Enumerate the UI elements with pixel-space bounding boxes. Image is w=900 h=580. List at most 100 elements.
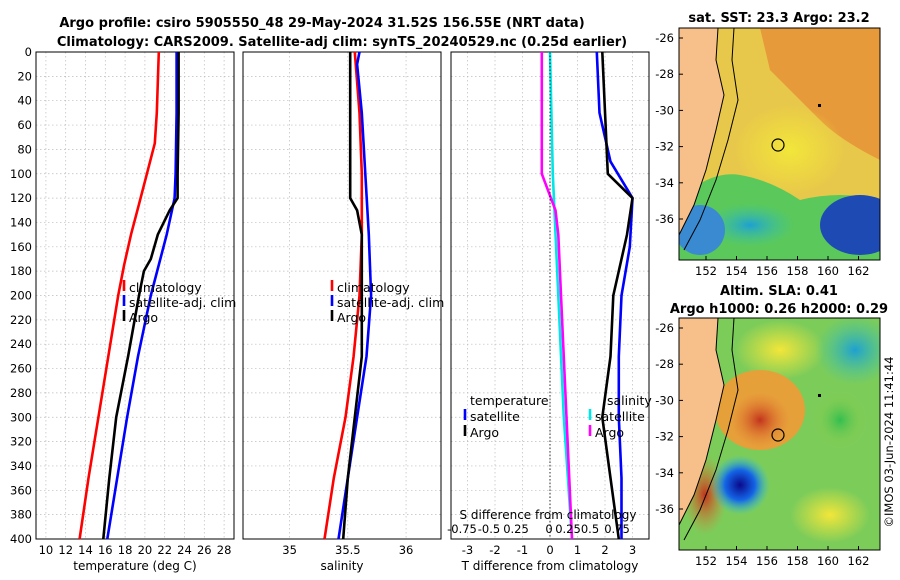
sst-map-title: sat. SST: 23.3 Argo: 23.2 (688, 11, 869, 26)
difference-stick-label: 0.5 (581, 522, 599, 536)
temperature-xtick-label: 20 (138, 543, 153, 557)
temperature-ytick-label: 40 (17, 94, 32, 108)
difference-xtick-label: 0 (546, 543, 553, 557)
difference-series-3 (540, 52, 574, 540)
temperature-xlabel: temperature (deg C) (73, 559, 196, 573)
temperature-series-0 (78, 51, 161, 540)
difference-xtick-label: 1 (574, 543, 581, 557)
temperature-ytick-label: 380 (10, 508, 32, 522)
difference-xtick-label: -2 (489, 543, 500, 557)
temperature-legend-label: satellite-adj. clim (129, 295, 236, 310)
sla_map-ytick-label: -26 (655, 321, 674, 335)
sla-yellow-north (735, 320, 825, 380)
sla-cyan-ne (815, 318, 880, 385)
temperature-ytick-label: 200 (10, 289, 32, 303)
salinity-panel: 35 35.5 36 salinity climatologysatellite-adj… (242, 51, 444, 573)
difference-panel: -3 -2 -1 0 1 2 3 T difference from climatology S… (447, 51, 652, 573)
difference-stick-label: -0.75 (447, 522, 477, 536)
difference-series-2 (548, 51, 574, 540)
sla_map-ytick-label: -32 (655, 430, 674, 444)
sst_map-xtick-label: 152 (695, 264, 717, 278)
temperature-ytick-label: 280 (10, 386, 32, 400)
temperature-xtick-label: 16 (98, 543, 113, 557)
difference-top-xlabel: S difference from climatology (460, 508, 637, 522)
sst-shelf-contour (683, 28, 739, 251)
salinity-series-2 (341, 52, 364, 540)
difference-legend-left-label: Argo (470, 425, 499, 440)
sst_map-ytick-label: -26 (655, 31, 674, 45)
sst_map-ytick-label: -30 (655, 103, 674, 117)
sla-green-east (812, 390, 868, 450)
sst-cold-patch (820, 195, 880, 255)
salinity-xtick-label: 35 (282, 543, 297, 557)
temperature-xtick-label: 14 (78, 543, 93, 557)
temperature-ytick-label: 300 (10, 410, 32, 424)
sst-map-frame (678, 27, 881, 261)
temperature-ytick-label: 100 (10, 167, 32, 181)
temperature-xtick-label: 26 (197, 543, 212, 557)
salinity-xtick-label: 35.5 (335, 543, 361, 557)
sst_map-xtick-label: 160 (817, 264, 839, 278)
temperature-xtick-label: 18 (118, 543, 133, 557)
sst_map-xtick-label: 156 (756, 264, 778, 278)
sla_map-xtick-label: 152 (695, 554, 717, 568)
figure-title-line1: Argo profile: csiro 5905550_48 29-May-20… (59, 16, 584, 31)
temperature-ytick-label: 120 (10, 191, 32, 205)
temperature-ytick-label: 20 (17, 69, 32, 83)
difference-legend-temperature-title: temperature (470, 393, 549, 408)
sla-map-title-line2: Argo h1000: 0.26 h2000: 0.29 (670, 302, 888, 317)
salinity-legend-label: satellite-adj. clim (337, 295, 444, 310)
sst-warm-region (760, 28, 880, 160)
temperature-ytick-label: 360 (10, 483, 32, 497)
sla-map (679, 318, 880, 550)
temperature-frame (35, 51, 235, 540)
difference-xtick-label: 2 (601, 543, 608, 557)
sst-map-ticks: 152 154 156 158 160 162 -26 -28 -30 -32 -34 -36 (655, 31, 869, 278)
difference-legend-right-label: Argo (595, 425, 624, 440)
sla-coastline (679, 318, 725, 526)
sst_map-ytick-label: -28 (655, 67, 674, 81)
difference-xtick-label: -1 (517, 543, 528, 557)
sst_map-xtick-label: 158 (787, 264, 809, 278)
sla_map-ytick-label: -30 (655, 393, 674, 407)
difference-stick-label: 0.25 (503, 522, 529, 536)
temperature-ytick-label: 260 (10, 362, 32, 376)
temperature-ytick-label: 80 (17, 142, 32, 156)
temperature-ytick-label: 340 (10, 459, 32, 473)
temperature-ytick-label: 320 (10, 435, 32, 449)
temperature-legend-label: Argo (129, 310, 158, 325)
difference-legend-salinity-title: salinity (607, 393, 652, 408)
sst_map-ytick-label: -36 (655, 212, 674, 226)
sla-map-frame (678, 317, 881, 551)
sst-argo-marker (771, 138, 785, 152)
salinity-legend-label: climatology (337, 280, 410, 295)
sla_map-xtick-label: 158 (787, 554, 809, 568)
temperature-ytick-label: 60 (17, 118, 32, 132)
copyright-text: ©IMOS 03-Jun-2024 11:41:44 (882, 357, 896, 528)
temperature-xtick-label: 22 (157, 543, 172, 557)
sst-island (818, 104, 821, 107)
sla-map-ticks: 152 154 156 158 160 162 -26 -28 -30 -32 -34 -36 (655, 321, 869, 568)
sla-argo-marker (771, 428, 785, 442)
temperature-xtick-label: 10 (39, 543, 54, 557)
sla_map-xtick-label: 160 (817, 554, 839, 568)
sla-red-center (730, 392, 790, 448)
temperature-ytick-label: 160 (10, 240, 32, 254)
sla-land (679, 318, 724, 525)
temperature-ytick-label: 240 (10, 337, 32, 351)
salinity-series-0 (323, 51, 364, 540)
sla_map-xtick-label: 156 (756, 554, 778, 568)
temperature-panel: 10 12 14 16 18 20 22 24 26 2802040608010012014016… (10, 45, 236, 573)
sst-cyan-patch (705, 203, 795, 247)
sla-island (818, 394, 821, 397)
sst-cold-west (679, 205, 725, 255)
salinity-legend-label: Argo (337, 310, 366, 325)
salinity-xtick-label: 36 (399, 543, 414, 557)
temperature-xtick-label: 12 (58, 543, 73, 557)
sla-blue-eddy (710, 455, 770, 515)
difference-stick-label: 0.25 (555, 522, 581, 536)
difference-stick-label: -0.5 (478, 522, 500, 536)
sst-map (679, 28, 880, 260)
temperature-ytick-label: 180 (10, 264, 32, 278)
temperature-ytick-label: 220 (10, 313, 32, 327)
